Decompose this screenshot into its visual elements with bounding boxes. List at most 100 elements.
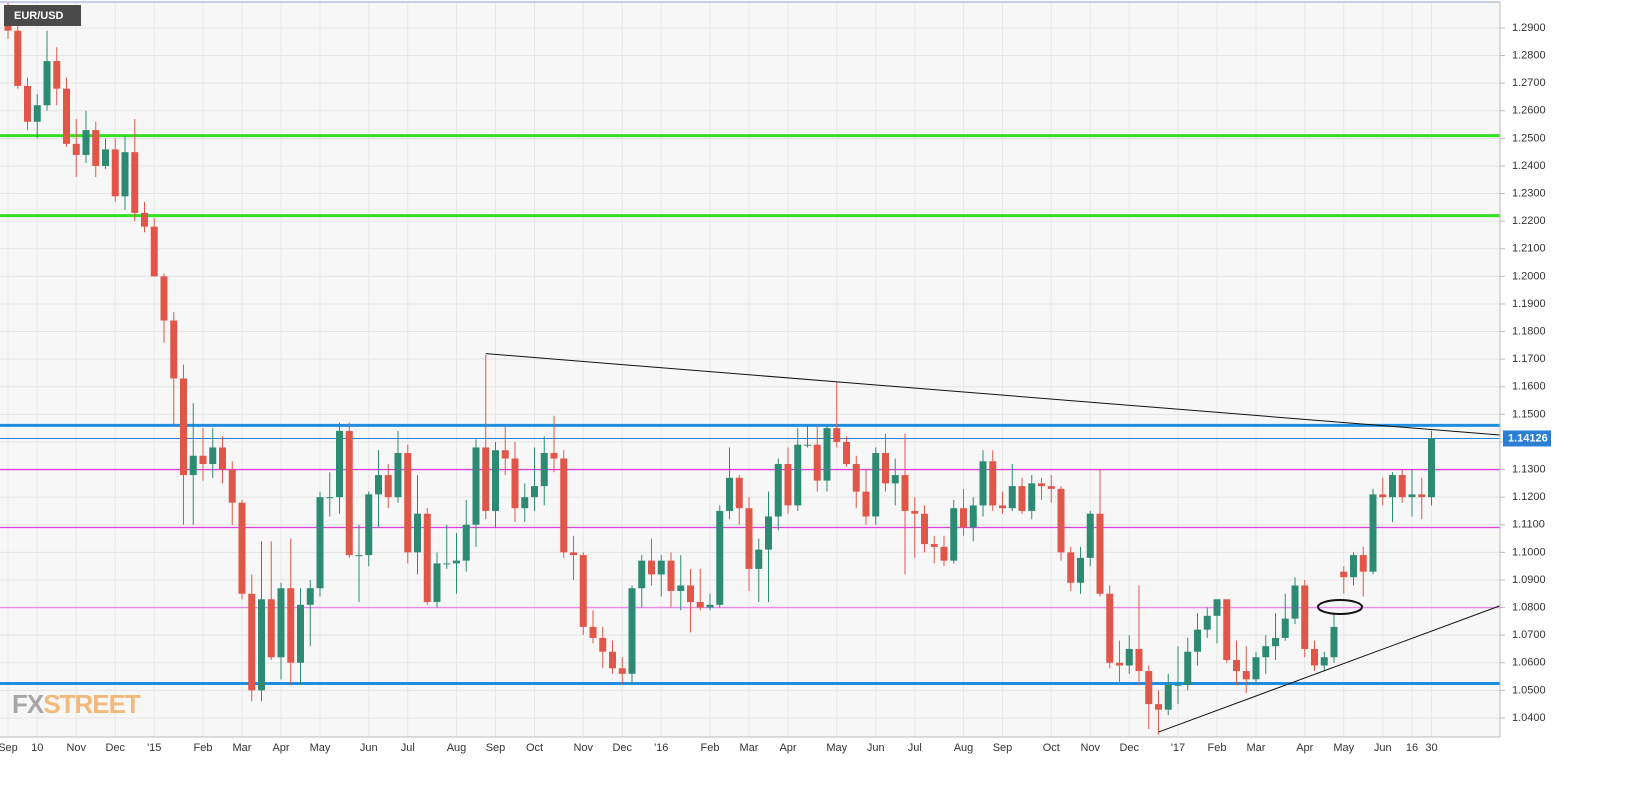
- title-box: [4, 5, 81, 26]
- candle-body: [550, 452, 558, 459]
- candle-body: [248, 593, 256, 691]
- highlight-ellipse: [1317, 599, 1363, 615]
- candle-body: [1291, 585, 1299, 619]
- y-tick-label: 1.2000: [1512, 270, 1546, 282]
- y-tick-label: 1.2100: [1512, 243, 1546, 255]
- candle-body: [453, 560, 460, 564]
- y-tick-label: 1.2400: [1512, 160, 1546, 172]
- y-tick-label: 1.1200: [1512, 491, 1546, 503]
- candle-body: [297, 604, 304, 663]
- candle-body: [1281, 618, 1289, 638]
- candle-body: [706, 604, 714, 608]
- candle-body: [930, 544, 938, 547]
- x-tick-label: Oct: [1043, 742, 1060, 754]
- candle-body: [1028, 483, 1036, 511]
- logo-fx: FX: [12, 689, 45, 719]
- candle-body: [1184, 651, 1192, 685]
- x-tick-label: Nov: [66, 742, 86, 754]
- candle-body: [365, 494, 373, 556]
- candle-body: [687, 585, 694, 603]
- candle-body: [901, 475, 909, 511]
- candle-body: [1077, 557, 1084, 583]
- candle-body: [1194, 629, 1201, 652]
- trendline: [485, 353, 1500, 436]
- candle-body: [1047, 486, 1055, 489]
- candle-body: [589, 626, 597, 638]
- x-tick-label: May: [826, 742, 847, 754]
- x-tick-label: Mar: [233, 742, 252, 754]
- logo-street: STREET: [43, 689, 141, 719]
- x-tick-label: May: [1333, 742, 1354, 754]
- x-tick-label: Apr: [1296, 742, 1313, 754]
- candle-body: [794, 444, 802, 506]
- y-tick-label: 1.2800: [1512, 49, 1546, 61]
- x-tick-label: '16: [654, 742, 668, 754]
- x-tick-label: May: [310, 742, 331, 754]
- x-tick-label: Feb: [194, 742, 213, 754]
- x-tick-label: Feb: [701, 742, 720, 754]
- candles: [4, 3, 1435, 735]
- candle-body: [1096, 513, 1104, 594]
- candle-body: [940, 546, 948, 561]
- x-tick-label: Mar: [740, 742, 759, 754]
- candle-body: [1145, 671, 1153, 705]
- candle-body: [813, 444, 821, 481]
- candle-body: [141, 212, 148, 227]
- candle-body: [1369, 494, 1377, 572]
- y-tick-label: 1.1300: [1512, 463, 1546, 475]
- candle-body: [882, 452, 889, 484]
- candle-body: [1320, 657, 1328, 666]
- candle-body: [170, 320, 178, 379]
- candle-body: [999, 505, 1006, 509]
- x-tick-label: Jul: [401, 742, 415, 754]
- logo: FXSTREET: [12, 689, 141, 719]
- candle-body: [774, 464, 782, 517]
- candle-body: [979, 461, 987, 506]
- candle-body: [462, 524, 470, 561]
- candle-body: [82, 130, 90, 155]
- x-tick-label: Dec: [612, 742, 632, 754]
- candle-body: [1272, 637, 1279, 647]
- candle-body: [1106, 593, 1114, 663]
- candle-body: [1389, 475, 1396, 498]
- candle-body: [501, 450, 509, 459]
- candle-body: [92, 130, 100, 166]
- y-tick-label: 1.1000: [1512, 546, 1546, 558]
- candle-body: [1262, 646, 1270, 658]
- x-tick-label: 10: [31, 742, 43, 754]
- y-tick-label: 1.2600: [1512, 105, 1546, 117]
- x-tick-label: Sep: [486, 742, 506, 754]
- candle-body: [1301, 585, 1309, 649]
- candle-body: [228, 469, 236, 503]
- x-tick-label: Dec: [1119, 742, 1139, 754]
- y-tick-label: 1.2200: [1512, 215, 1546, 227]
- candle-body: [131, 152, 139, 213]
- x-tick-label: Feb: [1208, 742, 1227, 754]
- candle-body: [579, 555, 587, 627]
- candle-body: [375, 475, 382, 495]
- y-tick-label: 1.0800: [1512, 601, 1546, 613]
- candle-body: [53, 61, 61, 89]
- x-tick-label: Jun: [1374, 742, 1392, 754]
- candle-body: [14, 30, 22, 86]
- x-tick-label: Jun: [867, 742, 885, 754]
- candle-body: [72, 143, 80, 155]
- candle-body: [1174, 684, 1182, 686]
- x-tick-label: Apr: [779, 742, 796, 754]
- x-tick-label: Sep: [0, 742, 18, 754]
- candle-body: [784, 464, 792, 506]
- candle-body: [531, 486, 538, 498]
- candle-body: [989, 461, 997, 506]
- candle-body: [1330, 626, 1338, 658]
- candle-body: [609, 651, 616, 669]
- candle-body: [345, 430, 353, 556]
- candle-body: [394, 452, 402, 498]
- candle-body: [560, 458, 568, 553]
- chart-title: EUR/USD: [14, 10, 64, 22]
- candle-body: [423, 513, 431, 603]
- candle-body: [570, 552, 577, 556]
- candle-body: [1213, 599, 1221, 616]
- y-tick-label: 1.0400: [1512, 712, 1546, 724]
- y-tick-label: 1.1600: [1512, 381, 1546, 393]
